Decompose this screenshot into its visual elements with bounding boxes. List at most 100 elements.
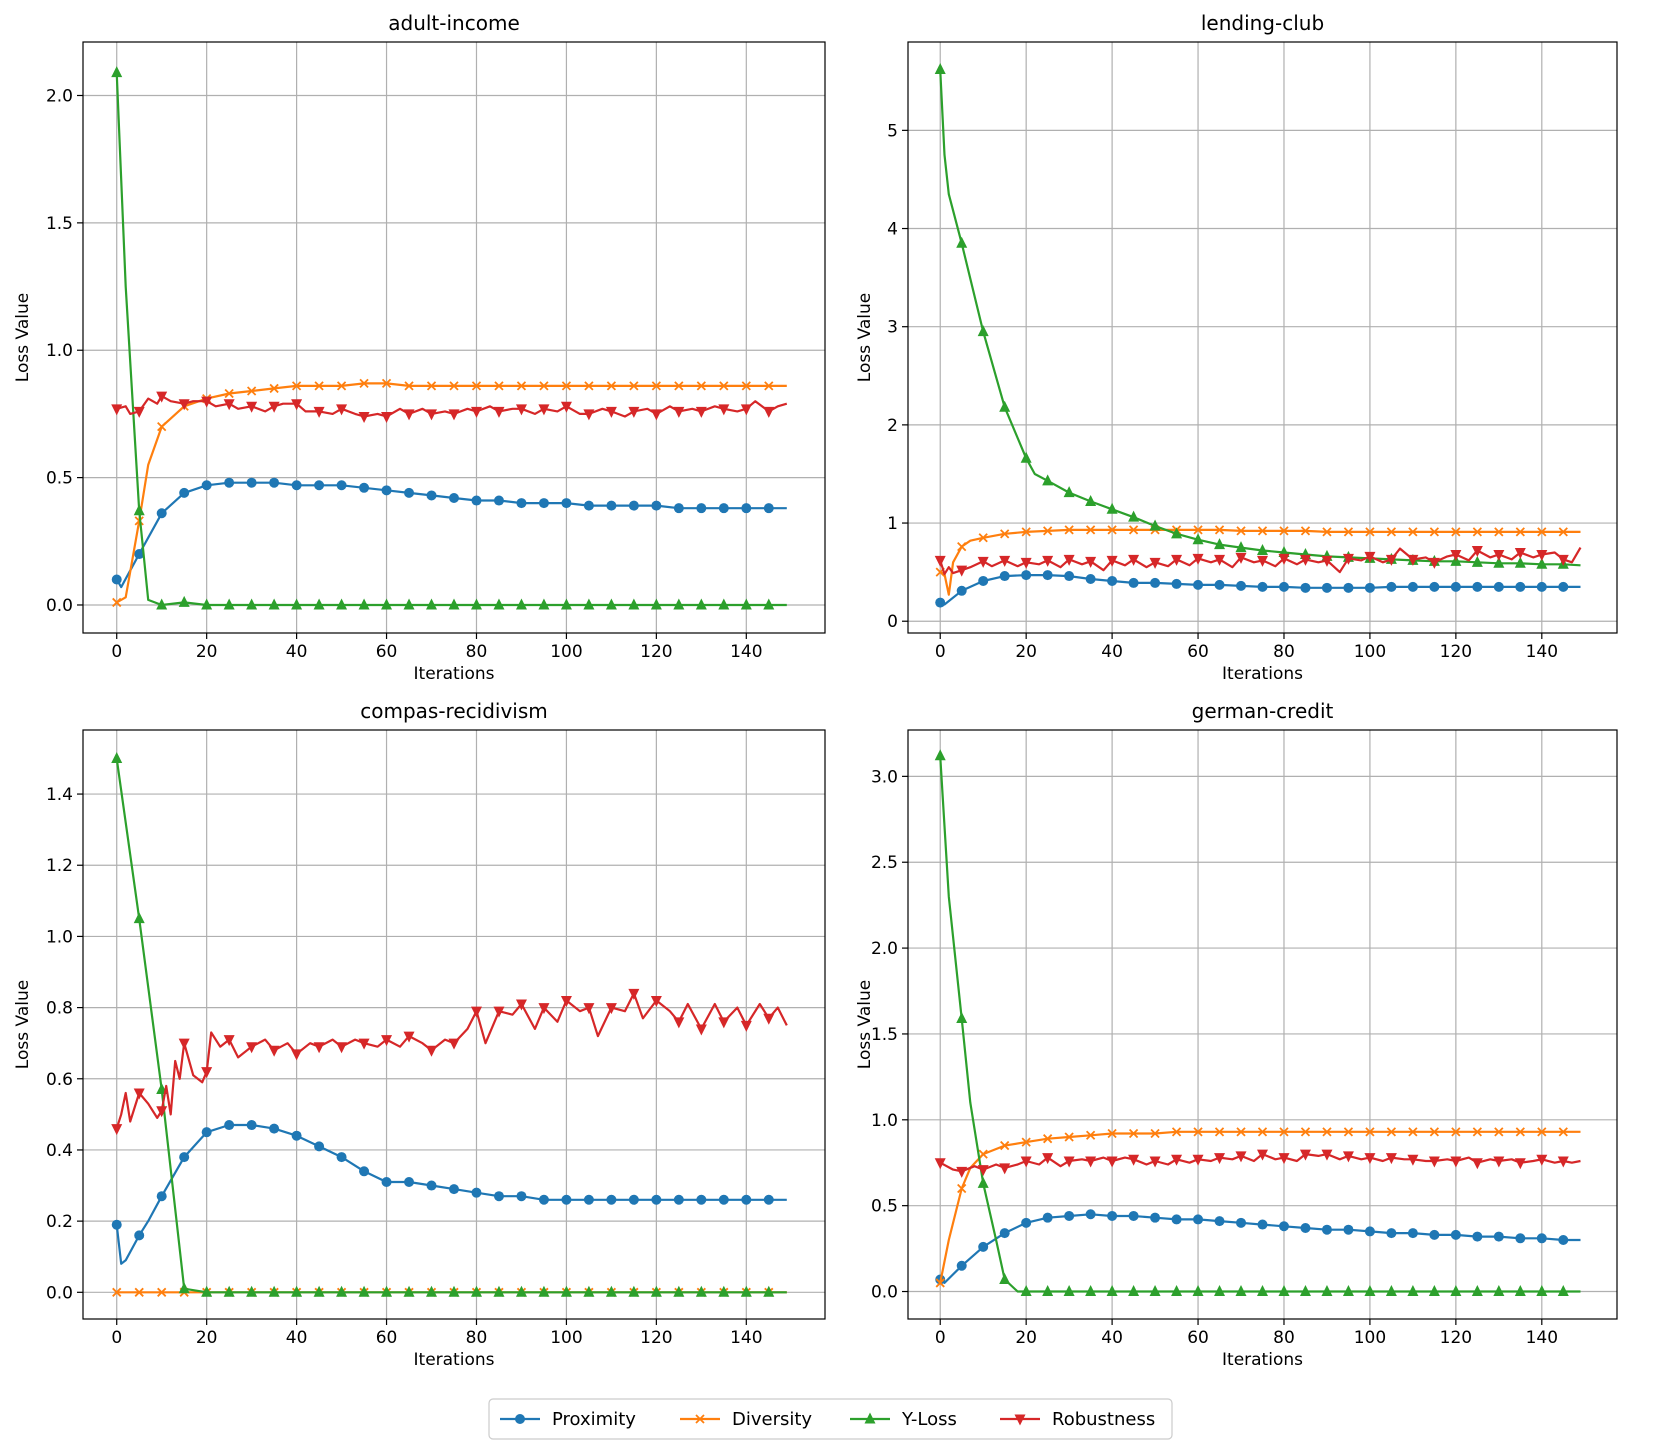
data-point — [179, 1152, 190, 1163]
data-point — [695, 1285, 707, 1297]
data-point — [977, 556, 989, 568]
data-point — [359, 482, 370, 493]
data-point — [718, 503, 729, 514]
data-point — [1085, 1130, 1096, 1140]
y-tick-label: 0 — [887, 612, 898, 632]
data-point — [358, 1285, 370, 1297]
data-point — [426, 409, 438, 421]
data-point — [999, 1228, 1010, 1239]
data-point — [1021, 1217, 1032, 1228]
series-proximity — [111, 1120, 787, 1265]
data-point — [358, 598, 370, 610]
y-tick-label: 1 — [887, 514, 898, 534]
y-tick-label: 3 — [887, 318, 898, 338]
data-point — [448, 1038, 460, 1050]
chart-panel: 0 20 40 60 80 100 120 140 0.0 0.5 1.0 1.5 2.0 2.5 3.0 g… — [855, 699, 1618, 1370]
data-point — [1514, 556, 1526, 568]
data-point — [1278, 581, 1289, 592]
data-point — [1428, 1156, 1440, 1168]
y-tick-label: 0.6 — [46, 1070, 73, 1090]
data-point — [650, 598, 662, 610]
data-point — [1149, 1285, 1161, 1297]
data-point — [336, 598, 348, 610]
data-point — [1536, 1154, 1548, 1166]
data-point — [538, 1285, 550, 1297]
data-point — [1214, 1127, 1225, 1137]
data-point — [1063, 486, 1075, 498]
x-tick-label: 60 — [1187, 1328, 1209, 1348]
data-point — [1085, 556, 1097, 568]
data-point — [1128, 577, 1139, 588]
data-point — [628, 1285, 640, 1297]
data-point — [583, 500, 594, 511]
data-point — [246, 386, 257, 396]
data-point — [1536, 1285, 1548, 1297]
data-point — [381, 1176, 392, 1187]
data-point — [673, 503, 684, 514]
data-point — [695, 406, 707, 418]
y-tick-label: 1.0 — [871, 1111, 898, 1131]
x-tick-label: 140 — [1526, 642, 1558, 662]
data-point — [1428, 1285, 1440, 1297]
data-point — [448, 1285, 460, 1297]
data-point — [977, 325, 989, 337]
data-point — [1278, 553, 1290, 565]
data-point — [1342, 1285, 1354, 1297]
data-point — [1214, 1153, 1226, 1165]
data-point — [1236, 526, 1246, 536]
data-point — [1214, 579, 1225, 590]
data-point — [1343, 527, 1354, 537]
data-point — [470, 598, 482, 610]
data-point — [934, 555, 946, 567]
data-point — [112, 1287, 122, 1297]
data-point — [1429, 1127, 1440, 1137]
data-point — [156, 1106, 168, 1118]
data-point — [1063, 1285, 1075, 1297]
data-point — [1128, 1154, 1140, 1166]
data-point — [111, 574, 122, 585]
data-point — [935, 597, 946, 608]
y-axis-label: Loss Value — [855, 980, 875, 1069]
data-point — [1171, 527, 1183, 539]
data-point — [1536, 549, 1548, 561]
data-point — [1214, 554, 1226, 566]
data-point — [628, 406, 640, 418]
data-point — [1558, 581, 1569, 592]
data-point — [157, 1287, 167, 1297]
data-point — [740, 598, 752, 610]
data-point — [1149, 519, 1161, 531]
data-point — [718, 598, 730, 610]
data-point — [1364, 551, 1376, 563]
data-point — [1020, 557, 1032, 569]
data-point — [763, 1013, 775, 1025]
data-point — [977, 1176, 989, 1188]
data-point — [111, 404, 123, 416]
data-point — [1493, 549, 1505, 561]
data-point — [1279, 1127, 1289, 1137]
data-point — [1064, 1132, 1074, 1142]
y-tick-label: 0.8 — [46, 999, 73, 1019]
data-point — [1386, 527, 1397, 537]
data-point — [314, 480, 325, 491]
data-point — [381, 1035, 393, 1047]
data-point — [1085, 574, 1096, 585]
data-point — [1493, 1231, 1504, 1242]
data-point — [538, 404, 550, 416]
data-point — [516, 381, 527, 391]
data-point — [1321, 582, 1332, 593]
data-point — [1042, 474, 1054, 486]
data-point — [404, 381, 414, 391]
data-point — [651, 500, 662, 511]
data-point — [763, 1194, 774, 1205]
data-point — [381, 485, 392, 496]
data-point — [1235, 541, 1247, 553]
y-tick-label: 1.0 — [46, 341, 73, 361]
data-point — [448, 598, 460, 610]
data-point — [246, 477, 257, 488]
data-point — [977, 1165, 989, 1177]
x-tick-label: 100 — [1354, 642, 1386, 662]
data-point — [156, 1191, 167, 1202]
data-point — [1300, 582, 1311, 593]
x-tick-label: 40 — [1101, 642, 1123, 662]
data-point — [1472, 527, 1482, 537]
